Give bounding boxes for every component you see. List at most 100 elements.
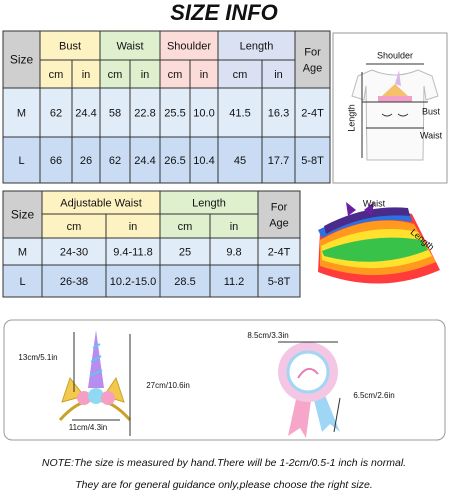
table-value: 58 [109,107,121,119]
size-header: Size [10,53,34,67]
accessories-box [3,319,446,441]
table-value: 22.8 [134,107,155,119]
table-cell [41,237,107,266]
unit-header: in [129,221,138,233]
unit-header: cm [49,69,64,81]
table-value: 9.4-11.8 [113,246,153,258]
table-value: 5-8T [301,155,324,167]
table-value: 17.7 [268,155,289,167]
age-header: For [304,46,321,58]
age-header: Age [303,62,323,74]
age-header: Age [269,217,289,229]
unit-header: in [141,69,150,81]
group-header: Length [240,40,274,52]
table-cell [294,87,331,138]
group-header: Length [192,197,226,209]
table-value: 62 [50,107,62,119]
table-cell [294,30,331,89]
unit-header: in [274,69,283,81]
unit-header: cm [108,69,123,81]
unit-header: cm [67,221,82,233]
table-value: 62 [109,155,121,167]
table-cell [99,87,131,138]
unit-header: in [82,69,91,81]
headband-figure [58,330,132,436]
table-value: 24.4 [134,155,155,167]
table-cell [2,87,41,138]
badge-diameter-label: 8.5cm/3.3in [247,331,288,340]
unit-header: cm [178,221,193,233]
table-cell [39,30,101,61]
table-cell [261,136,296,184]
table-cell [159,59,191,89]
unit-header: in [200,69,209,81]
table-value: 41.5 [229,107,250,119]
shirt-bust-label: Bust [422,106,441,116]
table-cell [257,237,301,266]
table-cell [159,237,211,266]
table-cell [189,136,219,184]
table-cell [105,264,161,298]
headband-horn-label: 13cm/5.1in [18,353,57,362]
table-value: 24-30 [60,246,88,258]
group-header: Shoulder [167,40,211,52]
table-cell [217,136,263,184]
group-header: Adjustable Waist [60,197,142,209]
table-value: 28.5 [174,276,195,288]
headband-width-label: 11cm/4.3in [69,423,108,432]
size-header: Size [11,208,35,222]
tutu-figure [318,202,440,284]
table-value: 45 [234,155,246,167]
table-value: 25 [179,246,191,258]
table-cell [39,59,73,89]
table-cell [209,237,259,266]
table-value: 26-38 [60,276,88,288]
shirt-length-label: Length [346,104,356,132]
table-value: 26.5 [164,155,185,167]
table-cell [99,136,131,184]
table-cell [105,213,161,239]
age-header: For [271,201,288,213]
table-cell [257,264,301,298]
table-value: 10.4 [193,155,214,167]
table-cell [71,136,101,184]
table-cell [2,237,43,266]
table-cell [71,87,101,138]
table-cell [41,264,107,298]
table-value: 2-4T [301,107,324,119]
table-value: 10.0 [193,107,214,119]
table-cell [71,59,101,89]
unit-header: cm [233,69,248,81]
table-value: M [17,107,26,119]
table-cell [159,264,211,298]
table-value: L [19,276,25,288]
tutu-waist-label: Waist [363,198,386,208]
table-value: M [18,246,27,258]
table-value: 2-4T [268,246,291,258]
group-header: Bust [59,40,81,52]
table-value: 66 [50,155,62,167]
table-cell [257,190,301,239]
table-cell [294,136,331,184]
shirt-figure [332,32,448,184]
shirt-shoulder-label: Shoulder [377,50,413,60]
table-value: L [18,155,24,167]
table-value: 24.4 [75,107,96,119]
table-value: 16.3 [268,107,289,119]
table-cell [159,213,211,239]
table-cell [159,136,191,184]
table-value: 10.2-15.0 [110,276,156,288]
table-cell [261,87,296,138]
group-header: Waist [116,40,143,52]
table-cell [2,136,41,184]
table-cell [209,213,259,239]
table-value: 5-8T [268,276,291,288]
shirt-waist-label: Waist [420,130,443,140]
table-cell [105,237,161,266]
table-value: 11.2 [224,276,245,288]
note-line: They are for general guidance only,pleas… [75,479,373,491]
unit-header: in [230,221,239,233]
unit-header: cm [168,69,183,81]
table-value: 25.5 [164,107,185,119]
